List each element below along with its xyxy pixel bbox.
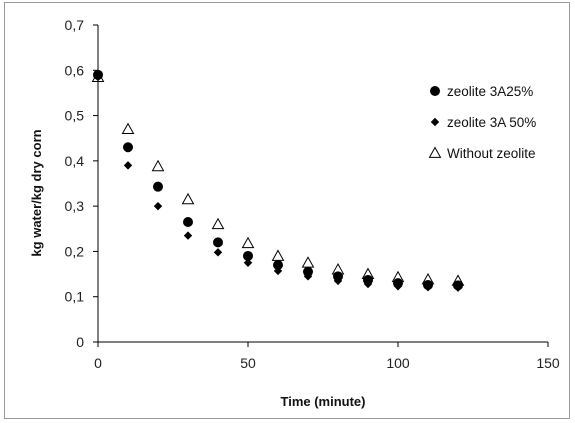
data-point-diamond [423, 283, 433, 292]
x-tick-label: 150 [536, 355, 560, 371]
data-point-triangle [301, 256, 315, 268]
chart-frame: 0 0,1 0,2 0,3 0,4 0,5 0,6 0,7 0 50 100 150 zeolite … [4, 2, 570, 419]
data-point-triangle [121, 122, 135, 135]
data-point-diamond [243, 258, 253, 267]
legend-label: Without zeolite [447, 146, 536, 161]
data-point-diamond [453, 283, 463, 292]
data-point-circle [153, 181, 163, 192]
x-tick-label: 0 [94, 355, 102, 371]
data-point-diamond [303, 272, 313, 281]
data-point-circle [333, 271, 343, 282]
y-tick-label: 0 [76, 334, 84, 350]
scatter-chart: 0 0,1 0,2 0,3 0,4 0,5 0,6 0,7 0 50 100 150 zeolite … [29, 17, 560, 409]
data-point-diamond [213, 248, 223, 257]
legend-marker-circle [430, 86, 440, 96]
legend-marker-diamond [430, 117, 440, 127]
x-axis-title: Time (minute) [281, 394, 366, 409]
data-point-diamond [93, 72, 103, 82]
y-tick-label: 0,1 [65, 289, 85, 305]
y-tick-label: 0,4 [65, 153, 85, 169]
data-point-circle [213, 237, 223, 248]
data-point-circle [123, 142, 133, 153]
y-tick-label: 0,3 [65, 198, 85, 214]
y-tick-label: 0,6 [65, 62, 85, 78]
data-point-diamond [183, 231, 193, 240]
data-point-triangle [241, 236, 255, 249]
legend-label: zeolite 3A25% [447, 84, 533, 99]
data-point-diamond [123, 161, 133, 170]
data-point-diamond [363, 279, 373, 289]
legend-marker-triangle [428, 146, 442, 158]
x-tick-label: 100 [386, 355, 410, 371]
data-point-circle [243, 250, 253, 261]
data-point-triangle [151, 159, 165, 172]
y-tick-label: 0,2 [65, 243, 85, 259]
data-point-circle [273, 260, 283, 271]
data-point-circle [183, 216, 193, 227]
data-point-diamond [333, 276, 343, 286]
y-tick-label: 0,7 [65, 17, 85, 33]
x-tick-label: 50 [240, 355, 256, 371]
y-tick-label: 0,5 [65, 108, 85, 124]
data-point-triangle [271, 249, 285, 261]
data-point-diamond [273, 266, 283, 276]
data-point-circle [303, 266, 313, 277]
data-point-diamond [393, 282, 403, 291]
legend-label: zeolite 3A 50% [447, 115, 536, 130]
y-axis-title: kg water/kg dry corn [29, 129, 44, 256]
data-point-triangle [211, 217, 225, 230]
data-point-triangle [181, 192, 195, 205]
data-point-diamond [153, 201, 163, 211]
